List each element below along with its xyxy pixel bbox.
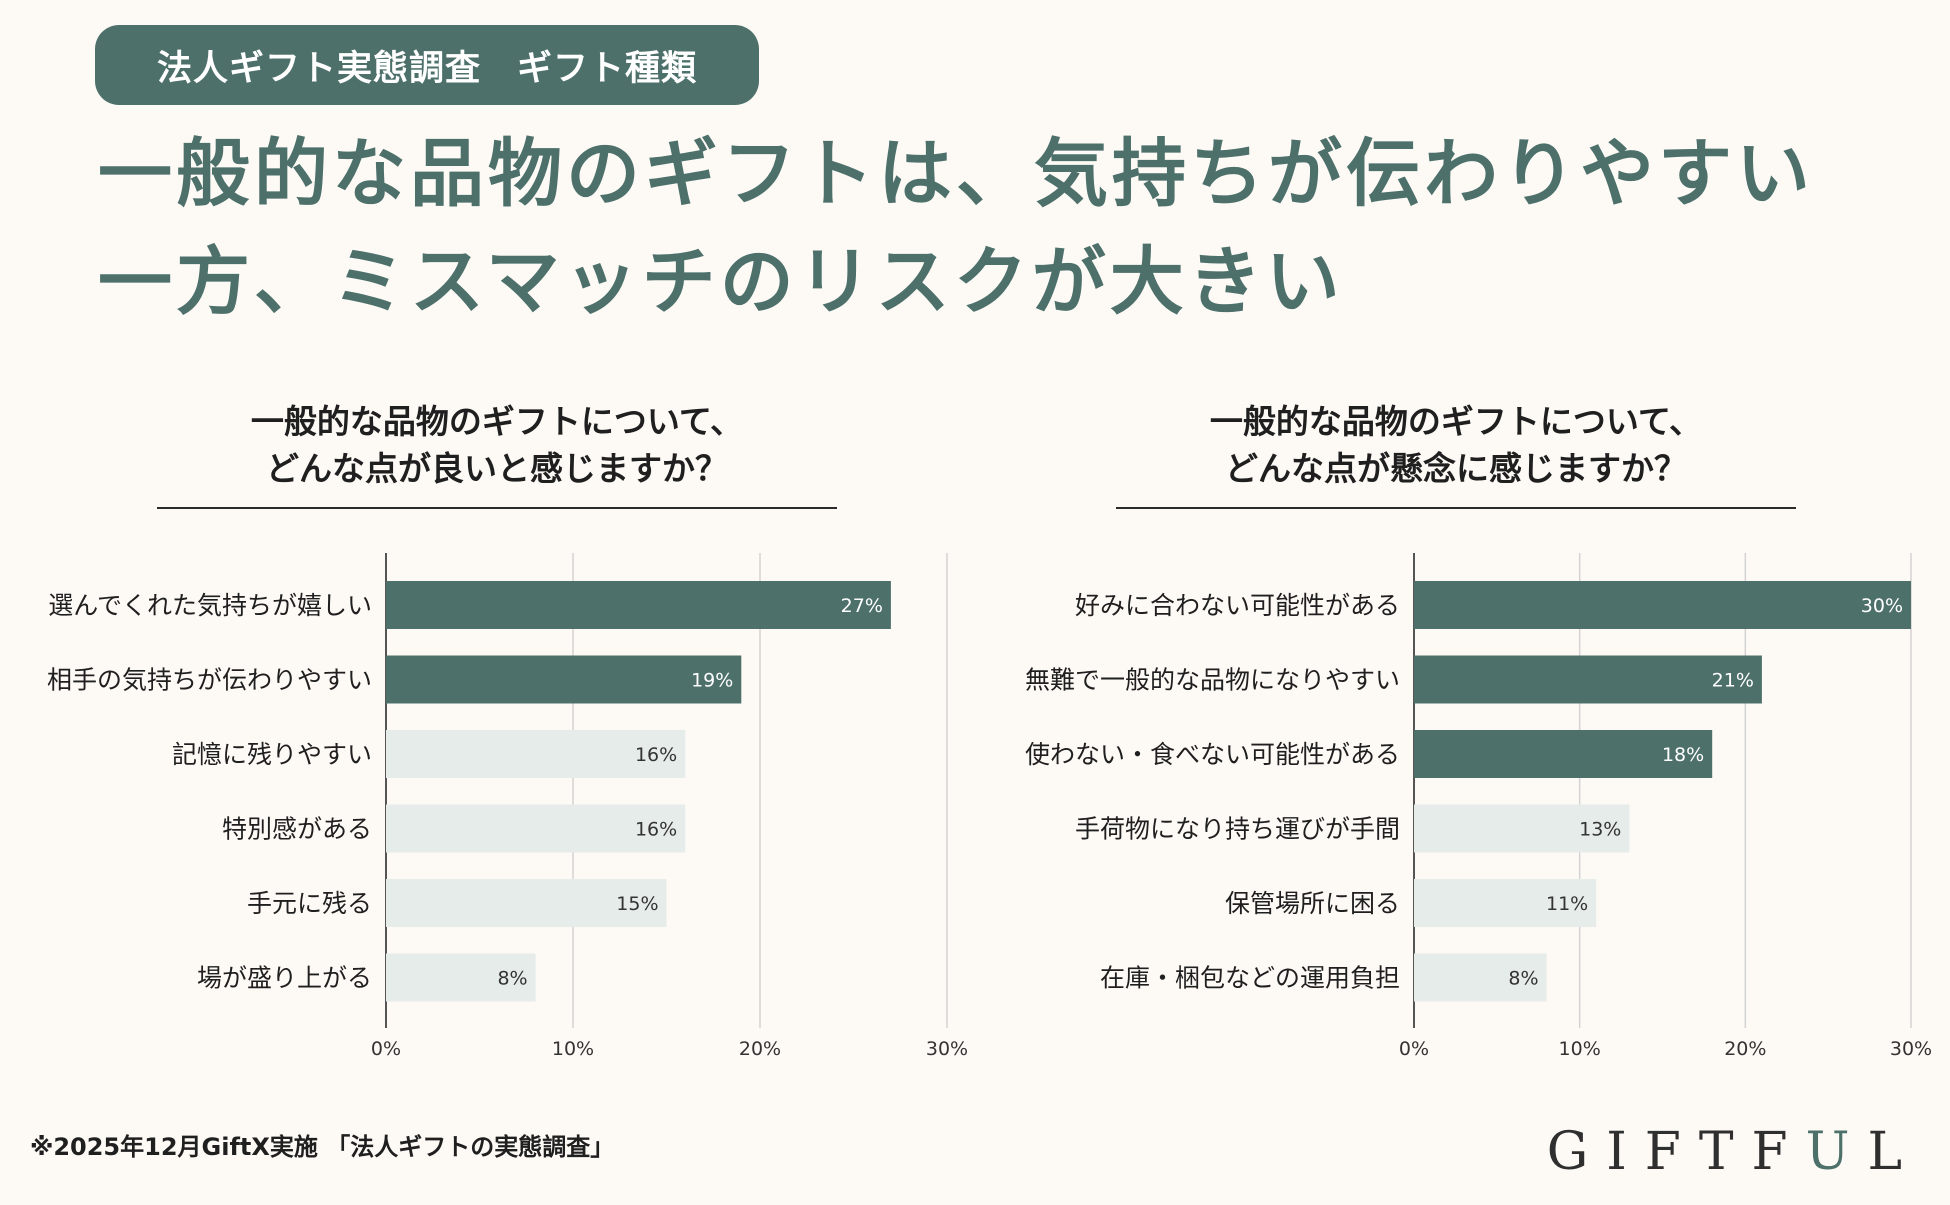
left-category-label: 特別感がある	[222, 815, 372, 844]
left-x-tick-label: 30%	[926, 1038, 968, 1060]
left-bar-value-label: 19%	[691, 670, 733, 692]
left-bar-value-label: 16%	[635, 744, 677, 766]
left-bar-value-label: 27%	[841, 595, 883, 617]
right-bar-value-label: 21%	[1712, 670, 1754, 692]
right-bar-value-label: 18%	[1662, 744, 1704, 766]
left-x-tick-label: 20%	[739, 1038, 781, 1060]
right-category-label: 無難で一般的な品物になりやすい	[1025, 666, 1400, 695]
right-chart-title-line-1: 一般的な品物のギフトについて、	[1209, 402, 1703, 441]
right-bar	[1414, 953, 1547, 1002]
left-bar	[386, 953, 536, 1002]
left-chart-title: 一般的な品物のギフトについて、 どんな点が良いと感じますか？	[157, 398, 837, 492]
left-chart-title-rule	[157, 507, 837, 509]
logo-text-part-2: L	[1867, 1122, 1920, 1182]
left-x-tick-label: 10%	[552, 1038, 594, 1060]
right-bar	[1414, 804, 1630, 853]
left-chart-title-line-2: どんな点が良いと感じますか？	[266, 449, 728, 488]
headline-line-1: 一般的な品物のギフトは、気持ちが伝わりやすい	[98, 131, 1814, 217]
left-category-label: 場が盛り上がる	[197, 964, 372, 993]
logo-text-part-1: GIFTF	[1546, 1122, 1806, 1182]
right-category-label: 手荷物になり持ち運びが手間	[1075, 815, 1400, 844]
right-category-label: 使わない・食べない可能性がある	[1025, 740, 1400, 769]
right-chart-title-line-2: どんな点が懸念に感じますか？	[1225, 449, 1687, 488]
bar-charts: 0% 10% 20% 30% 27% 選んでくれた気持ちが嬉しい 19% 相手の気持ちが伝わり…	[47, 553, 1932, 1060]
giftful-logo: GIFTFUL	[1547, 1122, 1920, 1182]
left-category-label: 選んでくれた気持ちが嬉しい	[48, 591, 372, 620]
left-bar	[386, 879, 667, 927]
right-category-label: 好みに合わない可能性がある	[1075, 591, 1400, 620]
left-category-label: 手元に残る	[247, 889, 372, 918]
left-bar	[386, 804, 686, 853]
right-x-tick-label: 10%	[1559, 1038, 1601, 1060]
right-bar	[1414, 655, 1762, 704]
right-bar-value-label: 30%	[1861, 595, 1903, 617]
right-bar	[1414, 879, 1597, 927]
right-bar	[1414, 730, 1713, 778]
right-x-tick-label: 20%	[1724, 1038, 1766, 1060]
left-category-label: 記憶に残りやすい	[172, 740, 372, 769]
right-bar-value-label: 11%	[1546, 893, 1588, 915]
survey-badge: 法人ギフト実態調査 ギフト種類	[95, 25, 759, 105]
left-bar	[386, 730, 686, 778]
left-bar	[386, 581, 891, 629]
left-x-tick-label: 0%	[371, 1038, 401, 1060]
left-bar-value-label: 15%	[616, 893, 658, 915]
footnote: ※2025年12月GiftX実施 「法人ギフトの実態調査」	[30, 1133, 615, 1161]
left-bar-value-label: 16%	[635, 819, 677, 841]
right-category-label: 保管場所に困る	[1225, 889, 1400, 918]
right-chart-title: 一般的な品物のギフトについて、 どんな点が懸念に感じますか？	[1116, 398, 1796, 492]
logo-text-accent: U	[1805, 1122, 1868, 1182]
right-bar-value-label: 8%	[1508, 968, 1538, 990]
right-bar-value-label: 13%	[1579, 819, 1621, 841]
left-chart-title-line-1: 一般的な品物のギフトについて、	[250, 402, 744, 441]
headline-line-2: 一方、ミスマッチのリスクが大きい	[98, 239, 1344, 325]
right-category-label: 在庫・梱包などの運用負担	[1100, 964, 1400, 993]
right-x-tick-label: 30%	[1890, 1038, 1932, 1060]
right-bar	[1414, 581, 1911, 629]
left-bar-value-label: 8%	[497, 968, 527, 990]
right-chart-title-rule	[1116, 507, 1796, 509]
left-category-label: 相手の気持ちが伝わりやすい	[47, 666, 372, 695]
headline: 一般的な品物のギフトは、気持ちが伝わりやすい 一方、ミスマッチのリスクが大きい	[98, 120, 1938, 336]
left-bar	[386, 655, 742, 704]
right-x-tick-label: 0%	[1399, 1038, 1429, 1060]
